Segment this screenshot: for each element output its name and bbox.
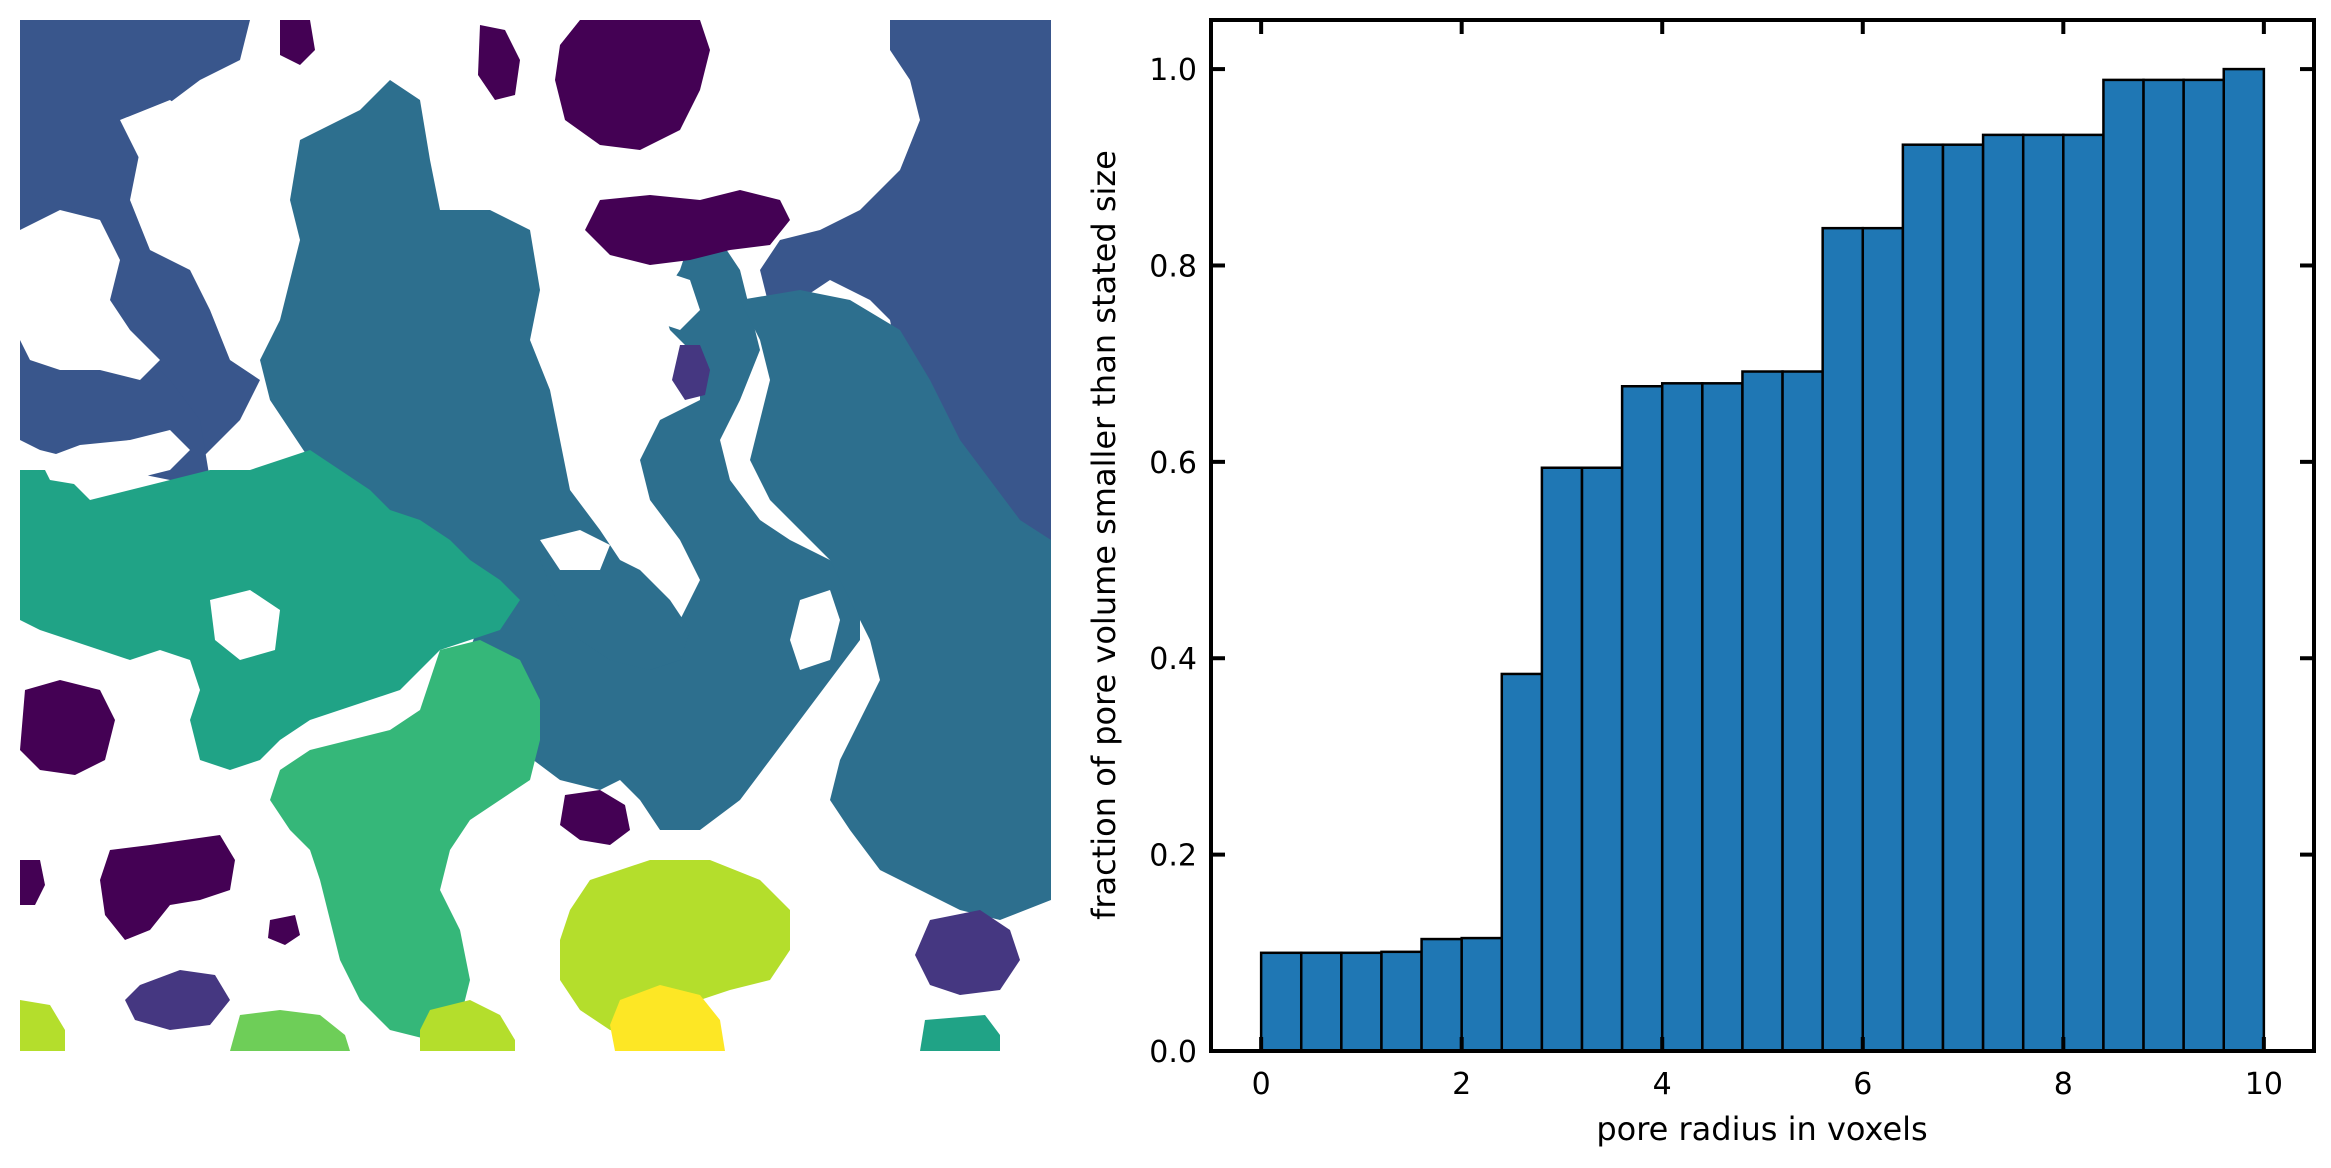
pore-region bbox=[280, 20, 315, 65]
pore-region bbox=[672, 345, 710, 400]
solid-phase bbox=[20, 210, 160, 380]
pore-region bbox=[260, 80, 860, 830]
pore-region bbox=[555, 20, 710, 150]
histogram-bar bbox=[1861, 226, 1905, 1053]
pore-region bbox=[560, 860, 790, 1040]
histogram-bar bbox=[1420, 937, 1463, 1053]
histogram-bar bbox=[2062, 133, 2105, 1053]
solid-phase bbox=[620, 270, 700, 330]
histogram-bar bbox=[2182, 78, 2226, 1053]
histogram-bar bbox=[1821, 226, 1865, 1053]
histogram-bar bbox=[1701, 382, 1744, 1053]
y-tick-label: 0.8 bbox=[1149, 249, 1197, 284]
x-tick-label: 8 bbox=[2054, 1067, 2073, 1102]
y-tick-label: 0.0 bbox=[1149, 1035, 1197, 1070]
pore-region bbox=[230, 1010, 350, 1051]
histogram-bar bbox=[1901, 143, 1945, 1053]
histogram-bar bbox=[1299, 951, 1343, 1053]
histogram-bar bbox=[1941, 143, 1985, 1053]
histogram-bar bbox=[2222, 67, 2266, 1053]
pore-region bbox=[420, 1000, 515, 1051]
histogram-bar bbox=[2102, 78, 2145, 1053]
solid-phase bbox=[40, 430, 190, 485]
histogram-bar bbox=[2142, 78, 2185, 1053]
histogram-bar bbox=[1540, 466, 1584, 1053]
x-tick-label: 0 bbox=[1252, 1067, 1271, 1102]
x-axis-ticks: 0 2 4 6 8 10 bbox=[1252, 20, 2283, 1102]
histogram-bar bbox=[1741, 370, 1784, 1053]
histogram-bar bbox=[1981, 133, 2025, 1053]
pore-region bbox=[20, 1000, 65, 1051]
x-axis-label: pore radius in voxels bbox=[1596, 1110, 1927, 1148]
solid-phase bbox=[210, 590, 280, 660]
solid-phase bbox=[540, 530, 610, 570]
pore-region bbox=[268, 915, 300, 945]
y-axis-ticks: 0.0 0.2 0.4 0.6 0.8 1.0 bbox=[1149, 53, 2314, 1070]
histogram-bar bbox=[1620, 385, 1664, 1053]
pore-region bbox=[540, 550, 690, 670]
histogram-bar bbox=[1259, 951, 1303, 1053]
y-axis-label: fraction of pore volume smaller than sta… bbox=[1085, 150, 1123, 920]
pore-region bbox=[100, 835, 235, 940]
histogram-bar bbox=[1580, 466, 1624, 1053]
x-tick-label: 4 bbox=[1653, 1067, 1672, 1102]
y-tick-label: 0.6 bbox=[1149, 446, 1197, 481]
histogram-bar bbox=[1460, 936, 1504, 1053]
x-tick-label: 6 bbox=[1853, 1067, 1872, 1102]
pore-region bbox=[760, 20, 1051, 560]
y-tick-label: 0.2 bbox=[1149, 839, 1197, 874]
pore-region bbox=[740, 290, 1051, 920]
histogram-bar bbox=[2021, 133, 2065, 1053]
histogram-chart: 0 2 4 6 8 10 0.0 0.2 0.4 0.6 0.8 1.0 pore radius i… bbox=[1085, 18, 2316, 1148]
histogram-bar bbox=[1500, 672, 1544, 1053]
solid-phase bbox=[790, 590, 840, 670]
y-tick-label: 1.0 bbox=[1149, 53, 1197, 88]
solid-phase bbox=[20, 940, 140, 995]
histogram-bar bbox=[1781, 370, 1824, 1053]
x-tick-label: 10 bbox=[2245, 1067, 2283, 1102]
solid-phase bbox=[120, 100, 210, 180]
pore-region bbox=[20, 680, 115, 775]
plot-frame bbox=[1209, 18, 2316, 1053]
pore-region bbox=[270, 640, 540, 1040]
x-tick-label: 2 bbox=[1452, 1067, 1471, 1102]
y-tick-label: 0.4 bbox=[1149, 642, 1197, 677]
pore-region bbox=[20, 860, 45, 905]
pore-region bbox=[560, 790, 630, 845]
pore-region bbox=[585, 190, 790, 265]
pore-region bbox=[610, 985, 725, 1051]
pore-region bbox=[920, 1015, 1000, 1051]
histogram-bar bbox=[1340, 951, 1383, 1053]
histogram-bar bbox=[1380, 950, 1423, 1053]
pore-region bbox=[125, 970, 230, 1030]
pore-size-image bbox=[20, 20, 1051, 1051]
pore-region bbox=[915, 910, 1020, 995]
histogram-bar bbox=[1660, 382, 1704, 1053]
histogram-bars bbox=[1259, 67, 2266, 1053]
pore-region bbox=[478, 25, 520, 100]
